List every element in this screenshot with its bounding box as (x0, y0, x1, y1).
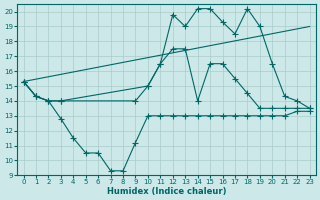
X-axis label: Humidex (Indice chaleur): Humidex (Indice chaleur) (107, 187, 226, 196)
